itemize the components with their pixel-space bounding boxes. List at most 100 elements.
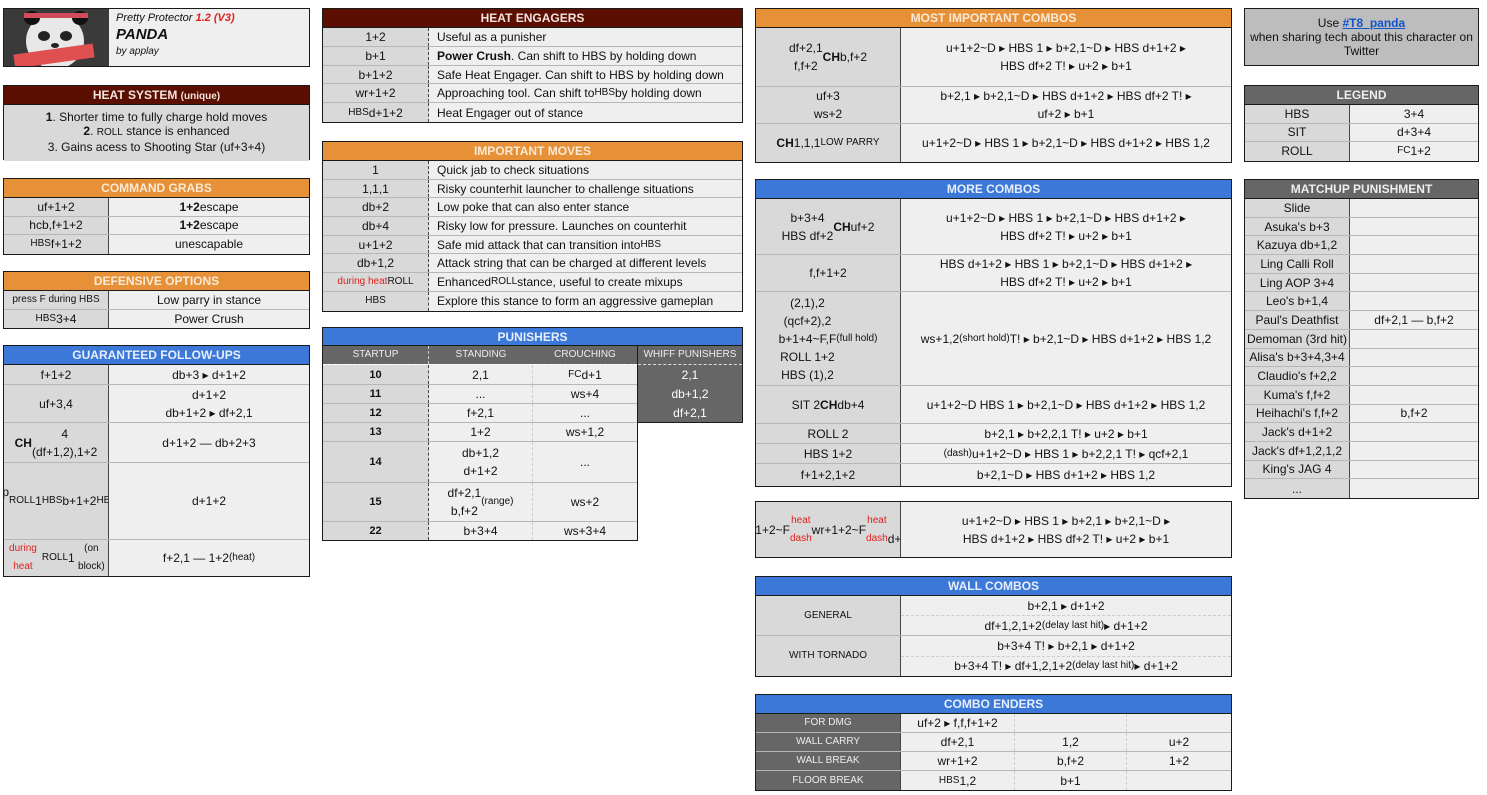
row-value — [1350, 329, 1478, 348]
most-important-combos-panel-row: df+2,1 f,f+2 CH b,f+2 u+1+2~D ▸ HBS 1 ▸ b… — [756, 28, 1231, 87]
text: Power Crush — [174, 311, 244, 326]
row-value: Heat Engager out of stance — [429, 103, 742, 122]
column-header: CROUCHING — [533, 346, 637, 364]
text: wr+1+2 — [355, 86, 396, 101]
combo-line: b+3+4 T! ▸ df+1,2,1+2 (delay last hit) ▸… — [901, 657, 1231, 677]
bold-text: 2 — [83, 124, 91, 138]
guaranteed-followups-panel-row: CH 4 (df+1,2),1+2 d+1+2 — db+2+3 — [4, 423, 309, 463]
text: Risky counterhit launcher to challenge s… — [437, 181, 694, 196]
text: b+1 — [1060, 773, 1081, 788]
row-label: HBS 3+4 — [4, 309, 109, 328]
text: stance, useful to create mixups — [517, 274, 683, 289]
text: 2,1 — [472, 367, 489, 382]
text: db+1,2 d+1+2 — [461, 446, 500, 478]
most-important-combos-panel-header: MOST IMPORTANT COMBOS — [756, 9, 1231, 28]
heat-engagers-panel-row: wr+1+2 Approaching tool. Can shift to HBS… — [323, 84, 742, 104]
text: T! ▸ b+2,1~D ▸ HBS d+1+2 ▸ HBS 1,2 — [1009, 331, 1212, 346]
heat-system-line: 1. Shorter time to fully charge hold mov… — [4, 110, 309, 124]
text: f+2,1 — 1+2 — [162, 551, 229, 565]
author: by applay — [116, 46, 159, 57]
text: u+1+2~D ▸ HBS 1 ▸ b+2,1~D ▸ HBS d+1+2 ▸ … — [946, 41, 1186, 73]
text: Attack string that can be charged at dif… — [437, 256, 707, 271]
row-value — [1350, 273, 1478, 292]
text: b+1+2 — [358, 67, 393, 82]
text: WALL CARRY — [795, 736, 861, 747]
row-label: Leo's b+1,4 — [1245, 292, 1350, 311]
small-text: ROLL — [41, 552, 69, 563]
text: d+1+2 — [191, 494, 227, 508]
hashtag-link[interactable]: #T8_panda — [1342, 16, 1406, 30]
row-value: Useful as a punisher — [429, 28, 742, 46]
row-label: Alisa's b+3+4,3+4 — [1245, 348, 1350, 367]
text: f+1+2 — [40, 367, 72, 382]
row-value: Explore this stance to form an aggressiv… — [429, 291, 742, 311]
startup-frames: 22 — [323, 522, 429, 540]
small-text: HBS — [41, 495, 63, 506]
row-value: b+2,1 ▸ b+2,1~D ▸ HBS d+1+2 ▸ HBS df+2 T… — [901, 87, 1231, 123]
text: STARTUP — [352, 349, 399, 360]
row-value: Enhanced ROLL stance, useful to create m… — [429, 273, 742, 291]
legend-panel-row: HBS 3+4 — [1245, 105, 1478, 124]
row-label: FLOOR BREAK — [756, 771, 901, 790]
text: PUNISHERS — [497, 330, 568, 344]
row-value: db+1,2 d+1+2 — [429, 442, 533, 482]
row-label: Kazuya db+1,2 — [1245, 236, 1350, 255]
text: u+1+2~D ▸ HBS 1 ▸ b+2,1~D ▸ HBS d+1+2 ▸ … — [922, 136, 1210, 150]
guaranteed-followups-panel-row: uf+3,4 d+1+2 db+1+2 ▸ df+2,1 — [4, 385, 309, 423]
text: Quick jab to check situations — [437, 162, 590, 177]
text: WITH TORNADO — [789, 650, 867, 661]
text: ROLL — [1281, 144, 1313, 159]
row-label: Asuka's b+3 — [1245, 217, 1350, 236]
row-label: Paul's Deathfist — [1245, 311, 1350, 329]
row-label: SIT 2 CH db+4 — [756, 386, 901, 423]
text: Heat Engager out of stance — [437, 105, 584, 120]
text: u+1+2 — [358, 237, 393, 252]
matchup-punishment-panel-row: Ling Calli Roll — [1245, 255, 1478, 274]
text: ▸ d+1+2 — [1134, 659, 1178, 674]
row-value: u+1+2~D ▸ HBS 1 ▸ b+2,1~D ▸ HBS d+1+2 ▸ … — [901, 199, 1231, 254]
matchup-punishment-panel-row: Jack's df+1,2,1,2 — [1245, 441, 1478, 461]
text: df+2,1 b,f+2 — [447, 486, 482, 518]
more-combos-panel-row: f,f+1+2 HBS d+1+2 ▸ HBS 1 ▸ b+2,1~D ▸ HBS… — [756, 255, 1231, 292]
text: db+1,2 — [356, 256, 395, 271]
row-value: HBS d+1+2 ▸ HBS 1 ▸ b+2,1~D ▸ HBS d+1+2 … — [901, 255, 1231, 291]
row-value: b,f+2 — [1015, 752, 1127, 770]
row-label: SIT — [1245, 123, 1350, 141]
row-value: 1+2 — [1127, 752, 1231, 770]
row-value: ws+3+4 — [533, 522, 637, 540]
most-important-combos-panel: MOST IMPORTANT COMBOS df+2,1 f,f+2 CH b,f… — [755, 8, 1232, 163]
heat-system-body: 1. Shorter time to fully charge hold mov… — [4, 105, 309, 161]
defensive-options-panel: DEFENSIVE OPTIONS press F during HBS Low p… — [3, 271, 310, 329]
small-text: (unique) — [180, 91, 221, 102]
more-combos-panel-row: (2,1),2 (qcf+2),2 b+1+4~F,F ROLL 1+2 HBS… — [756, 292, 1231, 386]
punishers-panel-row: 14 db+1,2 d+1+2... — [323, 442, 637, 483]
heat-engagers-panel-row: b+1+2 Safe Heat Engager. Can shift to HBS… — [323, 65, 742, 85]
text: LEGEND — [1336, 88, 1387, 102]
row-label: HBS 1+2 — [756, 444, 901, 463]
text: 1+2 — [1410, 144, 1431, 159]
text: b+3+4 T! ▸ df+1,2,1+2 — [954, 659, 1073, 674]
guaranteed-followups-panel-header: GUARANTEED FOLLOW-UPS — [4, 346, 309, 365]
text: 11 — [369, 388, 382, 400]
row-value — [1350, 236, 1478, 255]
row-value: b+1 — [1015, 771, 1127, 790]
text: stance is enhanced — [122, 124, 230, 138]
bold-text: 1+2 — [179, 199, 200, 214]
text: b+2,1~D ▸ HBS d+1+2 ▸ HBS 1,2 — [976, 468, 1156, 482]
text: ws+4 — [570, 387, 600, 401]
text: (2,1),2 (qcf+2),2 b+1+4~F,F ROLL 1+2 HBS… — [778, 295, 837, 382]
heat-tag: heat dash — [789, 514, 812, 544]
defensive-options-panel-header: DEFENSIVE OPTIONS — [4, 272, 309, 291]
matchup-punishment-panel-row: Demoman (3rd hit) — [1245, 329, 1478, 349]
text: ws+1,2 — [565, 425, 605, 439]
more-combos-panel-header: MORE COMBOS — [756, 180, 1231, 199]
small-text: HBS — [640, 238, 662, 250]
heat-dash-combos-panel: heat dash b+1+2~F heat dash wr+1+2~F hea… — [755, 501, 1232, 558]
command-grabs-panel: COMMAND GRABS uf+1+2 1+2 escape hcb,f+1+2 1+… — [3, 178, 310, 255]
matchup-punishment-panel-row: Ling AOP 3+4 — [1245, 273, 1478, 293]
text: 1,1,1 — [793, 136, 821, 150]
guaranteed-followups-panel-row: sidestep 1+2 ROLL 1 HBS b+1+2 HBS f+1+2 d… — [4, 463, 309, 540]
command-grabs-panel-row: uf+1+2 1+2 escape — [4, 198, 309, 217]
small-text: FC — [1397, 145, 1411, 157]
